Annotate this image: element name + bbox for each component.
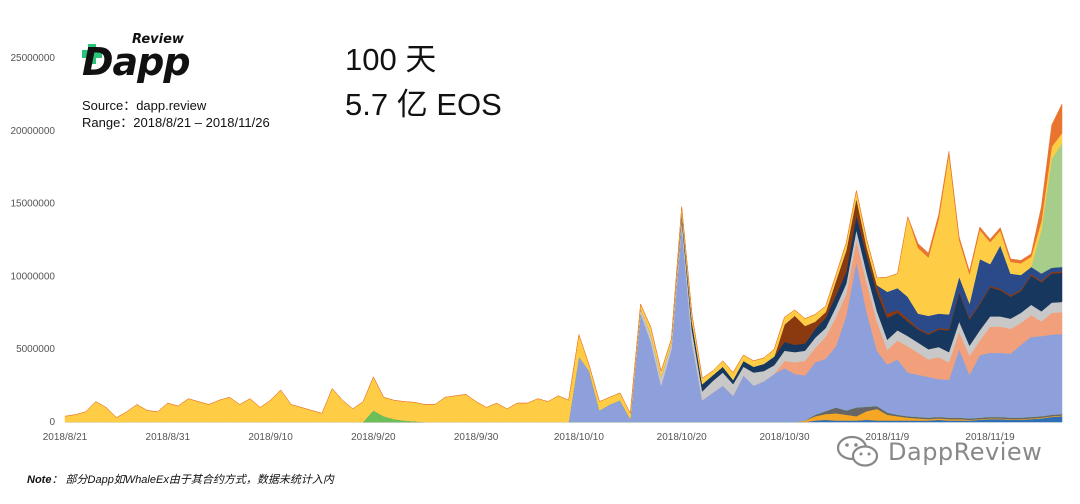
- note-text: ： 部分Dapp如WhaleEx由于其合约方式，数据未统计入内: [51, 474, 334, 486]
- wechat-icon: [836, 435, 879, 467]
- x-tick-label: 2018/8/31: [146, 432, 191, 443]
- source-line: Source：dapp.review: [82, 98, 207, 113]
- dappreview-logo: Dapp Review: [82, 30, 202, 90]
- x-tick-label: 2018/10/30: [759, 432, 809, 443]
- x-tick-label: 2018/9/10: [248, 432, 293, 443]
- watermark: DappReview: [836, 434, 1042, 470]
- y-tick-label: 15000000: [11, 199, 56, 210]
- x-tick-label: 2018/11/19: [965, 432, 1015, 443]
- area-series-12: [64, 103, 1063, 418]
- x-tick-label: 2018/9/30: [454, 432, 499, 443]
- x-tick-label: 2018/8/21: [43, 432, 88, 443]
- range-line: Range：2018/8/21 – 2018/11/26: [82, 115, 270, 130]
- x-tick-label: 2018/11/9: [865, 432, 909, 443]
- note-label: Note: [27, 474, 52, 486]
- y-tick-label: 10000000: [11, 271, 56, 282]
- x-tick-label: 2018/10/10: [554, 432, 604, 443]
- logo-sub: Review: [132, 32, 184, 47]
- headline-total: 5.7 亿 EOS: [345, 87, 502, 122]
- area-series: [64, 103, 1063, 423]
- y-tick-label: 20000000: [11, 126, 56, 137]
- y-tick-label: 0: [49, 417, 55, 428]
- watermark-text: DappReview: [888, 438, 1043, 466]
- plus-icon: [82, 44, 102, 64]
- y-tick-label: 25000000: [11, 53, 56, 64]
- logo-wordmark: Dapp: [82, 40, 191, 84]
- footnote: Note： 部分Dapp如WhaleEx由于其合约方式，数据未统计入内: [27, 471, 334, 487]
- x-tick-label: 2018/9/20: [351, 432, 396, 443]
- y-tick-label: 5000000: [16, 344, 55, 355]
- source-info: Source：dapp.review Range：2018/8/21 – 201…: [82, 97, 270, 131]
- headline-days: 100 天: [345, 42, 437, 77]
- x-tick-label: 2018/10/20: [657, 432, 707, 443]
